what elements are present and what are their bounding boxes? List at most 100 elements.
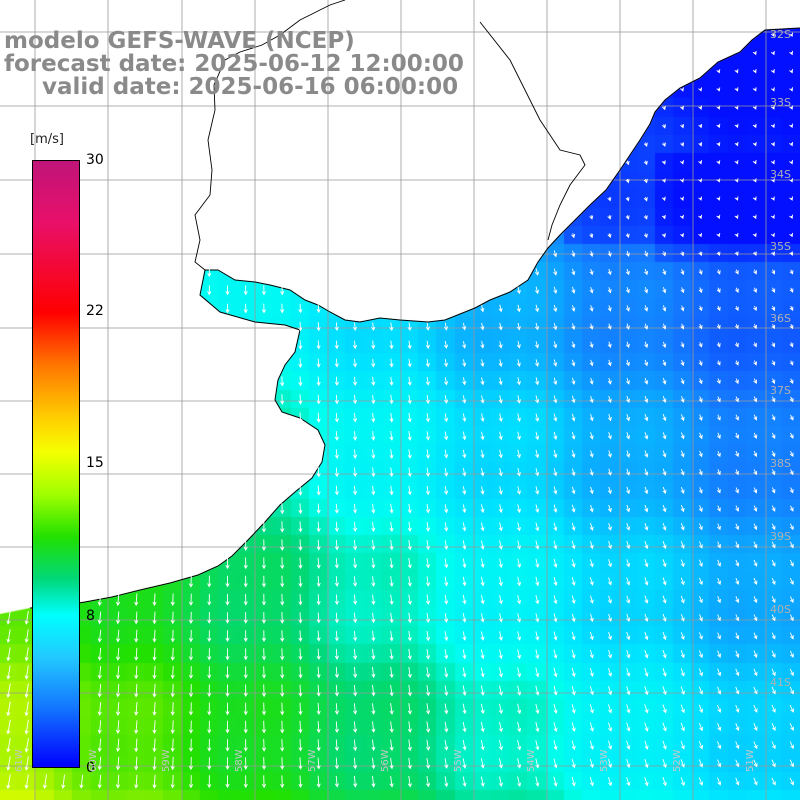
wind-arrow-icon — [298, 666, 303, 679]
wind-arrow-icon — [134, 702, 139, 716]
wind-arrow-icon — [6, 719, 11, 735]
wind-arrow-icon — [789, 451, 794, 458]
wind-arrow-icon — [389, 739, 394, 752]
wind-arrow-icon — [389, 703, 394, 715]
wind-arrow-icon — [644, 450, 649, 458]
wind-arrow-icon — [425, 649, 431, 660]
wind-arrow-icon — [353, 721, 358, 733]
wind-arrow-icon — [261, 648, 267, 661]
wind-arrow-icon — [571, 722, 576, 732]
wind-arrow-icon — [516, 449, 521, 459]
wind-arrow-icon — [97, 738, 102, 753]
wind-arrow-icon — [316, 702, 321, 716]
wind-arrow-icon — [680, 287, 685, 294]
wind-arrow-icon — [480, 449, 485, 459]
wind-arrow-icon — [589, 233, 594, 239]
wind-arrow-icon — [444, 613, 449, 623]
wind-arrow-icon — [753, 559, 758, 567]
wind-arrow-icon — [553, 323, 558, 331]
wind-arrow-icon — [498, 558, 503, 569]
wind-arrow-icon — [134, 593, 139, 607]
wind-arrow-icon — [425, 485, 430, 496]
wind-arrow-icon — [480, 413, 485, 423]
wind-arrow-icon — [589, 595, 594, 604]
wind-arrow-icon — [607, 359, 612, 367]
wind-arrow-icon — [243, 648, 248, 661]
wind-arrow-icon — [462, 576, 467, 587]
wind-arrow-icon — [371, 721, 376, 733]
wind-arrow-icon — [662, 450, 667, 458]
wind-arrow-icon — [662, 704, 667, 714]
wind-arrow-icon — [225, 684, 230, 698]
wind-arrow-icon — [662, 740, 667, 750]
wind-arrow-icon — [662, 287, 667, 294]
wind-arrow-icon — [753, 596, 758, 604]
wind-arrow-icon — [280, 720, 285, 734]
wind-arrow-icon — [462, 594, 467, 605]
wind-arrow-icon — [771, 505, 776, 512]
wind-arrow-icon — [680, 233, 684, 238]
wind-arrow-icon — [735, 360, 739, 366]
wind-arrow-icon — [316, 358, 321, 368]
wind-arrow-icon — [735, 450, 739, 458]
wind-arrow-icon — [316, 485, 321, 496]
wind-arrow-icon — [535, 594, 540, 605]
wind-arrow-icon — [717, 668, 722, 677]
wind-arrow-icon — [661, 124, 666, 129]
wind-arrow-icon — [607, 613, 612, 623]
wind-arrow-icon — [353, 576, 358, 587]
wind-arrow-icon — [735, 577, 740, 585]
wind-arrow-icon — [389, 485, 394, 496]
wind-arrow-icon — [443, 359, 449, 368]
wind-arrow-icon — [280, 575, 285, 588]
wind-arrow-icon — [752, 196, 757, 201]
wind-arrow-icon — [644, 722, 649, 732]
wind-arrow-icon — [516, 359, 521, 368]
wind-arrow-icon — [717, 614, 721, 622]
wind-arrow-icon — [334, 376, 339, 387]
wind-arrow-icon — [97, 629, 102, 643]
wind-arrow-icon — [607, 522, 612, 531]
wind-arrow-icon — [608, 704, 613, 714]
wind-arrow-icon — [353, 503, 358, 514]
wind-arrow-icon — [680, 595, 685, 604]
wind-arrow-icon — [553, 703, 558, 714]
wind-arrow-icon — [371, 648, 376, 660]
wind-arrow-icon — [626, 740, 631, 750]
wind-arrow-icon — [643, 233, 648, 239]
colorbar-tick-0: 0 — [86, 760, 95, 776]
wind-arrow-icon — [734, 196, 739, 201]
wind-arrow-icon — [589, 740, 594, 750]
wind-arrow-icon — [699, 559, 703, 567]
wind-arrow-icon — [626, 704, 631, 714]
wind-arrow-icon — [698, 360, 703, 366]
wind-arrow-icon — [607, 341, 612, 349]
wind-arrow-icon — [97, 756, 102, 771]
wind-arrow-icon — [170, 611, 175, 625]
wind-arrow-icon — [571, 776, 576, 787]
wind-arrow-icon — [789, 87, 793, 92]
wind-arrow-icon — [79, 774, 84, 789]
wind-arrow-icon — [717, 541, 721, 549]
wind-arrow-icon — [553, 540, 558, 550]
wind-arrow-icon — [680, 613, 685, 622]
wind-arrow-icon — [770, 32, 775, 38]
wind-arrow-icon — [680, 450, 685, 458]
wind-arrow-icon — [771, 650, 776, 658]
wind-arrow-icon — [462, 486, 467, 495]
wind-arrow-icon — [735, 432, 740, 439]
wind-arrow-icon — [517, 558, 522, 569]
wind-arrow-icon — [535, 631, 540, 641]
wind-arrow-icon — [316, 394, 321, 405]
wind-arrow-icon — [535, 667, 540, 678]
wind-arrow-icon — [480, 504, 485, 514]
wind-arrow-icon — [571, 704, 576, 714]
wind-arrow-icon — [353, 431, 358, 441]
wind-arrow-icon — [261, 285, 266, 296]
wind-arrow-icon — [170, 593, 175, 607]
wind-arrow-icon — [771, 378, 776, 385]
wind-arrow-icon — [698, 541, 703, 549]
wind-arrow-icon — [480, 613, 485, 623]
wind-arrow-icon — [589, 450, 594, 458]
wind-arrow-icon — [644, 413, 649, 422]
